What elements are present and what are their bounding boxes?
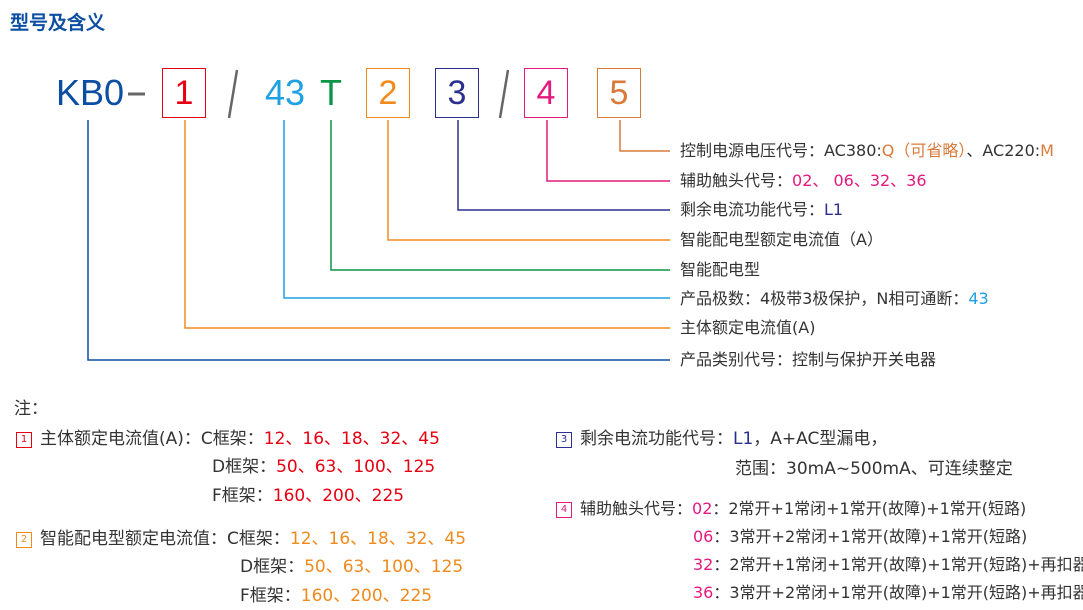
desc-5-m: M: [1040, 141, 1054, 160]
code-type: T: [320, 72, 342, 113]
note-2-f-label: F框架：: [240, 586, 301, 606]
note-1-f: F框架：160、200、225: [212, 485, 404, 507]
note-3-value: L1: [733, 429, 754, 449]
leader-t: [330, 120, 670, 271]
note-4-item: 32：2常开+1常闭+1常开(故障)+1常开(短路)+再扣器: [693, 554, 1083, 576]
slash-1: [227, 69, 239, 119]
desc-1: 主体额定电流值(A): [680, 318, 816, 337]
desc-5-mid: 、AC220:: [966, 141, 1041, 160]
note-2-d-label: D框架：: [240, 557, 305, 577]
leader-1: [184, 120, 670, 329]
note-2-d-values: 50、63、100、125: [304, 557, 464, 577]
note-1-d-label: D框架：: [212, 457, 277, 477]
desc-t: 智能配电型: [680, 260, 761, 279]
note-3-label: 剩余电流功能代号：: [580, 429, 733, 449]
note-3-range: 范围：30mA~500mA、可连续整定: [735, 459, 1013, 479]
note-4-code: 32: [693, 555, 714, 574]
desc-4: 辅助触头代号：02、 06、32、36: [680, 171, 927, 191]
code-box-3: 3: [435, 68, 479, 118]
code-box-2: 2: [366, 68, 410, 118]
code-prefix: KB0: [56, 72, 125, 113]
note-1-d: D框架：50、63、100、125: [212, 456, 435, 478]
note-4-code: 06: [693, 527, 714, 546]
note-3: 3 剩余电流功能代号：L1，A+AC型漏电，: [556, 428, 887, 450]
page-title: 型号及含义: [10, 12, 106, 34]
code-poles: 43: [265, 72, 306, 113]
note-2-label: 智能配电型额定电流值：C框架：: [40, 529, 290, 549]
note-1-f-values: 160、200、225: [272, 486, 405, 506]
leader-5: [619, 120, 670, 152]
desc-5: 控制电源电压代号：AC380:Q（可省略）、AC220:M: [680, 141, 1054, 161]
note-2-d: D框架：50、63、100、125: [240, 556, 463, 578]
note-2-f: F框架：160、200、225: [240, 585, 432, 607]
leader-3: [457, 120, 670, 211]
desc-kb0: 产品类别代号：控制与保护开关电器: [680, 350, 937, 369]
desc-3-label: 剩余电流功能代号：: [680, 200, 825, 219]
desc-3-value: L1: [824, 200, 844, 219]
desc-4-values: 02、 06、32、36: [792, 171, 927, 190]
desc-43-label: 产品极数：4极带3极保护，N相可通断：: [680, 289, 969, 308]
desc-43: 产品极数：4极带3极保护，N相可通断：43: [680, 289, 989, 309]
note-4-item: 36：3常开+2常闭+1常开(故障)+1常开(短路)+再扣器: [693, 582, 1083, 604]
note-4-item: 06：3常开+2常闭+1常开(故障)+1常开(短路): [693, 526, 1027, 548]
note-1: 1 主体额定电流值(A)：C框架：12、16、18、32、45: [16, 428, 440, 450]
desc-2: 智能配电型额定电流值（A）: [680, 230, 883, 249]
desc-43-value: 43: [968, 289, 989, 308]
desc-4-label: 辅助触头代号：: [680, 171, 793, 190]
note-4-text: ：3常开+2常闭+1常开(故障)+1常开(短路)+再扣器: [713, 583, 1083, 602]
desc-5-label: 控制电源电压代号：AC380:: [680, 141, 882, 160]
desc-3: 剩余电流功能代号：L1: [680, 200, 843, 220]
note-1-label: 主体额定电流值(A)：C框架：: [40, 429, 264, 449]
note-4-badge: 4: [556, 502, 572, 518]
leader-2: [387, 120, 670, 241]
note-4-text: ：2常开+1常闭+1常开(故障)+1常开(短路)+再扣器: [713, 555, 1083, 574]
note-4-text: ：3常开+2常闭+1常开(故障)+1常开(短路): [713, 527, 1028, 546]
note-4-text: ：2常开+1常闭+1常开(故障)+1常开(短路): [712, 499, 1027, 518]
leader-lines: [87, 69, 670, 361]
note-2-c: 12、16、18、32、45: [289, 529, 467, 549]
note-2-f-values: 160、200、225: [300, 586, 433, 606]
slash-2: [498, 69, 510, 119]
note-1-badge: 1: [16, 432, 32, 448]
leader-kb0: [87, 120, 670, 361]
desc-5-q: Q（可省略）: [881, 141, 967, 160]
notes-heading: 注：: [14, 399, 48, 419]
note-4-code: 36: [693, 583, 714, 602]
note-2-badge: 2: [16, 532, 32, 548]
leader-43: [283, 120, 670, 299]
note-4: 4 辅助触头代号：02：2常开+1常闭+1常开(故障)+1常开(短路): [556, 498, 1026, 520]
note-2: 2 智能配电型额定电流值：C框架：12、16、18、32、45: [16, 528, 466, 550]
note-3-rest: ，A+AC型漏电，: [753, 429, 888, 449]
note-1-f-label: F框架：: [212, 486, 273, 506]
code-box-1: 1: [162, 68, 206, 118]
leader-4: [546, 120, 670, 182]
code-box-4: 4: [524, 68, 568, 118]
note-4-code: 02: [692, 499, 713, 518]
note-3-badge: 3: [556, 432, 572, 448]
note-1-c: 12、16、18、32、45: [263, 429, 440, 449]
code-box-5: 5: [597, 68, 641, 118]
note-4-label: 辅助触头代号：: [580, 499, 693, 518]
note-1-d-values: 50、63、100、125: [276, 457, 436, 477]
